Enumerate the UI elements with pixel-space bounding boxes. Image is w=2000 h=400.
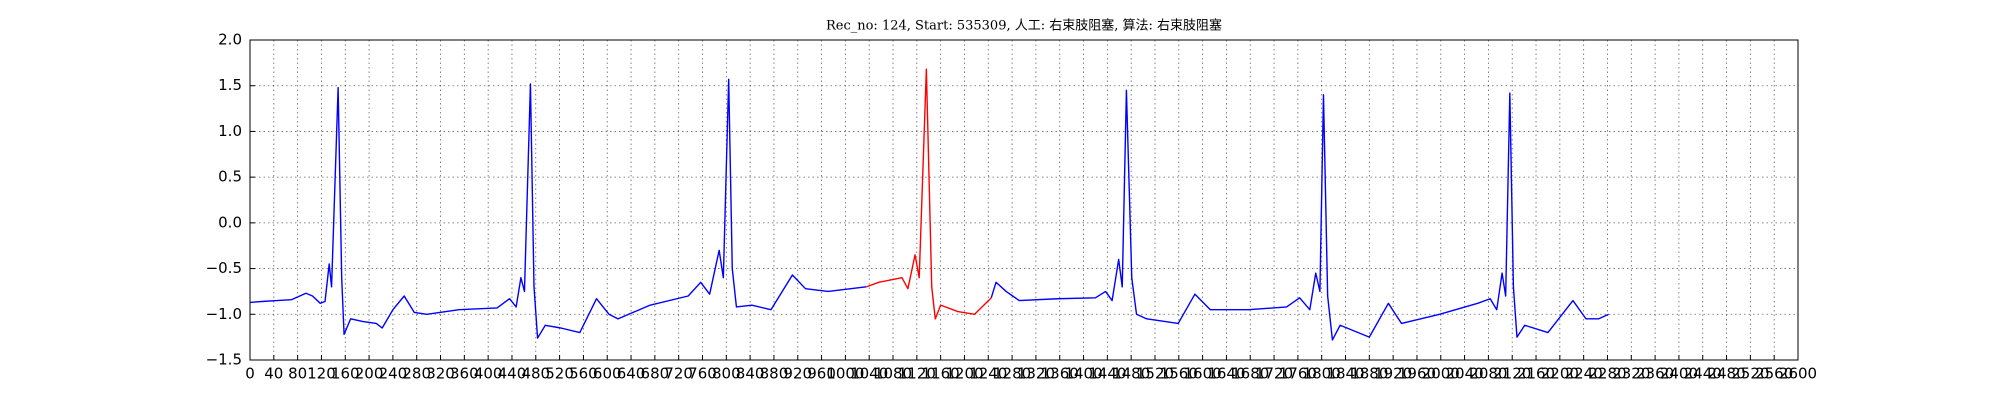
x-tick-label: 2440 — [1684, 365, 1722, 383]
ecg-line — [865, 68, 992, 320]
x-tick-label: 1720 — [1255, 365, 1293, 383]
x-tick-label: 2200 — [1541, 365, 1579, 383]
x-tick-label: 320 — [426, 365, 455, 383]
y-tick-label: 0.0 — [218, 213, 242, 231]
x-tick-label: 2520 — [1731, 365, 1769, 383]
x-tick-label: 360 — [450, 365, 479, 383]
x-tick-label: 920 — [783, 365, 812, 383]
x-tick-label: 2600 — [1779, 365, 1817, 383]
x-tick-label: 280 — [402, 365, 431, 383]
x-tick-label: 2160 — [1517, 365, 1555, 383]
x-tick-label: 2040 — [1445, 365, 1483, 383]
x-tick-label: 1680 — [1231, 365, 1269, 383]
y-tick-label: 1.0 — [218, 122, 242, 140]
x-tick-label: 400 — [474, 365, 503, 383]
x-tick-label: 1080 — [874, 365, 912, 383]
x-tick-label: 1760 — [1279, 365, 1317, 383]
x-tick-label: 880 — [760, 365, 789, 383]
x-tick-label: 720 — [664, 365, 693, 383]
plot-frame — [249, 39, 1799, 361]
x-tick-label: 240 — [379, 365, 408, 383]
x-tick-label: 2560 — [1755, 365, 1793, 383]
x-tick-label: 1840 — [1326, 365, 1364, 383]
x-tick-label: 1600 — [1184, 365, 1222, 383]
x-tick-label: 2400 — [1660, 365, 1698, 383]
x-tick-label: 520 — [545, 365, 574, 383]
x-tick-label: 1360 — [1041, 365, 1079, 383]
x-tick-label: 120 — [307, 365, 336, 383]
x-tick-label: 1920 — [1374, 365, 1412, 383]
y-tick-label: −0.5 — [206, 259, 242, 277]
chart-title: Rec_no: 124, Start: 535309, 人工: 右束肢阻塞, 算… — [826, 18, 1222, 34]
x-tick-label: 1960 — [1398, 365, 1436, 383]
y-tick-label: −1.5 — [206, 351, 242, 369]
x-tick-label: 1640 — [1207, 365, 1245, 383]
x-tick-label: 2480 — [1707, 365, 1745, 383]
x-tick-label: 1800 — [1303, 365, 1341, 383]
x-tick-label: 1120 — [898, 365, 936, 383]
x-tick-label: 760 — [688, 365, 717, 383]
x-tick-label: 480 — [521, 365, 550, 383]
x-tick-label: 1400 — [1064, 365, 1102, 383]
x-tick-label: 1280 — [993, 365, 1031, 383]
x-tick-label: 160 — [331, 365, 360, 383]
x-tick-label: 1560 — [1160, 365, 1198, 383]
x-tick-label: 1320 — [1017, 365, 1055, 383]
x-tick-label: 200 — [355, 365, 384, 383]
x-tick-label: 1000 — [826, 365, 864, 383]
x-tick-label: 0 — [245, 365, 255, 383]
x-tick-label: 1240 — [969, 365, 1007, 383]
y-tick-label: 2.0 — [218, 31, 242, 49]
y-tick-label: −1.0 — [206, 305, 242, 323]
x-tick-label: 840 — [736, 365, 765, 383]
x-tick-label: 2360 — [1636, 365, 1674, 383]
x-tick-label: 2120 — [1493, 365, 1531, 383]
x-tick-label: 560 — [569, 365, 598, 383]
x-tick-label: 2080 — [1469, 365, 1507, 383]
x-tick-label: 800 — [712, 365, 741, 383]
x-tick-label: 2280 — [1588, 365, 1626, 383]
x-tick-label: 1200 — [945, 365, 983, 383]
x-tick-label: 1440 — [1088, 365, 1126, 383]
ecg-line — [249, 78, 1609, 341]
x-tick-label: 1880 — [1350, 365, 1388, 383]
y-tick-label: 1.5 — [218, 76, 242, 94]
x-tick-label: 1480 — [1112, 365, 1150, 383]
x-tick-label: 440 — [498, 365, 527, 383]
x-tick-label: 960 — [807, 365, 836, 383]
x-tick-label: 640 — [617, 365, 646, 383]
y-tick-label: 0.5 — [218, 168, 242, 186]
x-tick-label: 680 — [641, 365, 670, 383]
x-tick-label: 40 — [264, 365, 283, 383]
x-tick-label: 1160 — [922, 365, 960, 383]
x-tick-label: 1040 — [850, 365, 888, 383]
x-tick-label: 2320 — [1612, 365, 1650, 383]
x-tick-label: 2000 — [1422, 365, 1460, 383]
x-tick-label: 600 — [593, 365, 622, 383]
x-tick-label: 2240 — [1565, 365, 1603, 383]
x-tick-label: 80 — [288, 365, 307, 383]
x-tick-label: 1520 — [1136, 365, 1174, 383]
